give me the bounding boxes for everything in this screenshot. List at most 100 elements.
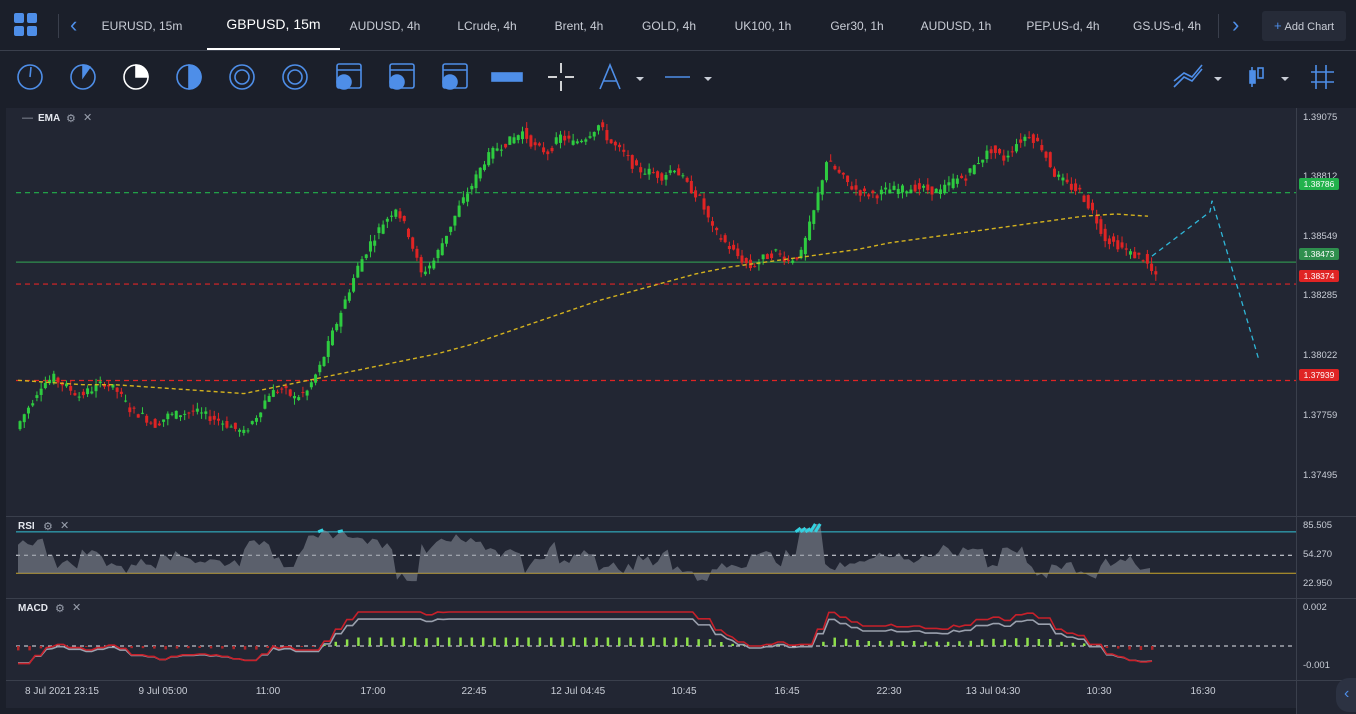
candle-body [381, 224, 385, 234]
candle-body [765, 254, 769, 259]
tab-eurusd-15m[interactable]: EURUSD, 15m [101, 19, 183, 33]
candle-body [1019, 139, 1023, 143]
macd-histogram-bar [946, 641, 950, 646]
price-tag-support: 1.38374 [1299, 270, 1339, 282]
side-panel-toggle[interactable]: ‹ [1336, 678, 1356, 712]
candle-body [335, 324, 339, 331]
crosshair-icon[interactable] [548, 63, 574, 91]
timeframe-day-icon[interactable] [336, 63, 362, 90]
candle-body [491, 147, 495, 159]
tab-brent-4h[interactable]: Brent, 4h [554, 19, 604, 33]
macd-histogram-bar [697, 639, 700, 646]
candle-body [892, 185, 896, 190]
macd-histogram-bar [844, 638, 848, 646]
macd-histogram-bar [776, 645, 780, 646]
tab-gbpusd-15m[interactable]: GBPUSD, 15m [207, 0, 340, 50]
close-icon[interactable]: ✕ [60, 520, 70, 532]
timeframe-15m-icon[interactable] [123, 64, 149, 90]
layout-grid-icon[interactable] [14, 13, 38, 37]
tab-bar: ‹ EURUSD, 15m GBPUSD, 15m AUDUSD, 4h LCr… [0, 0, 1356, 51]
chart-area[interactable] [6, 108, 1296, 708]
tab-uk100-1h[interactable]: UK100, 1h [734, 19, 792, 33]
ruler-icon[interactable] [491, 72, 523, 82]
candle-body [276, 391, 280, 393]
timeframe-4h-icon[interactable] [282, 64, 308, 90]
candle-body [938, 189, 942, 194]
candle-body [284, 385, 288, 389]
macd-histogram-bar [549, 637, 553, 646]
tab-gs-us-4h[interactable]: GS.US-d, 4h [1132, 19, 1202, 33]
candle-body [837, 169, 841, 173]
time-axis-label: 12 Jul 04:45 [550, 686, 606, 697]
macd-histogram-bar [663, 637, 666, 646]
collapse-icon[interactable]: — [22, 112, 33, 124]
settings-gear-icon[interactable]: ⚙ [43, 521, 53, 533]
timeframe-1m-icon[interactable] [17, 64, 43, 90]
tab-gold-4h[interactable]: GOLD, 4h [641, 19, 697, 33]
candle-body [706, 206, 710, 218]
timeframe-week-icon[interactable] [389, 63, 415, 90]
settings-gear-icon[interactable]: ⚙ [66, 113, 76, 125]
dropdown-chevron-icon[interactable] [1214, 77, 1222, 81]
candle-body [753, 266, 757, 268]
candle-body [1095, 215, 1099, 224]
tabs-scroll-right-icon[interactable]: › [1232, 12, 1240, 37]
candle-body [162, 419, 166, 422]
candle-body [347, 292, 351, 301]
timeframe-30m-icon[interactable] [176, 64, 202, 90]
close-icon[interactable]: ✕ [72, 602, 82, 614]
close-icon[interactable]: ✕ [83, 112, 93, 124]
candle-body [394, 209, 398, 217]
pane-divider[interactable] [6, 516, 1356, 517]
candle-body [318, 364, 322, 373]
candle-body [580, 140, 584, 143]
candle-body [1010, 151, 1014, 153]
dropdown-chevron-icon[interactable] [636, 77, 644, 81]
candle-body [411, 237, 415, 249]
pane-divider[interactable] [6, 598, 1356, 599]
tabs-scroll-left-icon[interactable]: ‹ [70, 12, 78, 37]
macd-histogram-bar [1048, 639, 1052, 646]
macd-histogram-bar [1105, 646, 1109, 648]
candle-body [554, 137, 558, 144]
macd-histogram-bar [1116, 646, 1120, 649]
tab-ger30-1h[interactable]: Ger30, 1h [830, 19, 884, 33]
dropdown-chevron-icon[interactable] [704, 77, 712, 81]
candle-body [478, 167, 482, 179]
candle-body [221, 423, 225, 425]
candle-body [124, 400, 128, 402]
candle-body [339, 312, 343, 327]
macd-histogram-bar [209, 646, 213, 649]
candle-body [504, 143, 508, 148]
price-axis-label: 1.37759 [1303, 410, 1338, 421]
tab-lcrude-4h[interactable]: LCrude, 4h [457, 19, 517, 33]
tab-audusd-1h[interactable]: AUDUSD, 1h [920, 19, 992, 33]
candle-body [385, 218, 389, 222]
drawing-tools-icon[interactable] [599, 62, 621, 90]
macd-histogram-bar [243, 646, 247, 650]
indicators-icon[interactable] [1173, 64, 1203, 88]
candle-body [1023, 136, 1027, 141]
macd-histogram-bar [323, 644, 326, 646]
timeframe-5m-icon[interactable] [70, 64, 96, 90]
timeframe-1h-icon[interactable] [229, 64, 255, 90]
macd-histogram-bar [17, 646, 20, 651]
tab-pep-us-4h[interactable]: PEP.US-d, 4h [1026, 19, 1100, 33]
chart-type-icon[interactable] [1249, 67, 1264, 87]
candle-body [1150, 263, 1154, 271]
candle-body [444, 235, 448, 244]
add-chart-button[interactable]: + Add Chart [1262, 11, 1346, 41]
timeframe-month-icon[interactable] [442, 63, 468, 90]
tab-audusd-4h[interactable]: AUDUSD, 4h [349, 19, 421, 33]
dropdown-chevron-icon[interactable] [1281, 77, 1289, 81]
settings-gear-icon[interactable]: ⚙ [55, 603, 65, 615]
rsi-overbought-fill [814, 523, 822, 533]
price-axis[interactable] [1296, 108, 1356, 714]
macd-histogram-bar [130, 646, 133, 649]
grid-toggle-icon[interactable] [1311, 65, 1334, 89]
candle-body [288, 389, 292, 396]
candle-body [457, 205, 461, 217]
macd-histogram-bar [720, 642, 723, 646]
candle-body [930, 186, 934, 195]
